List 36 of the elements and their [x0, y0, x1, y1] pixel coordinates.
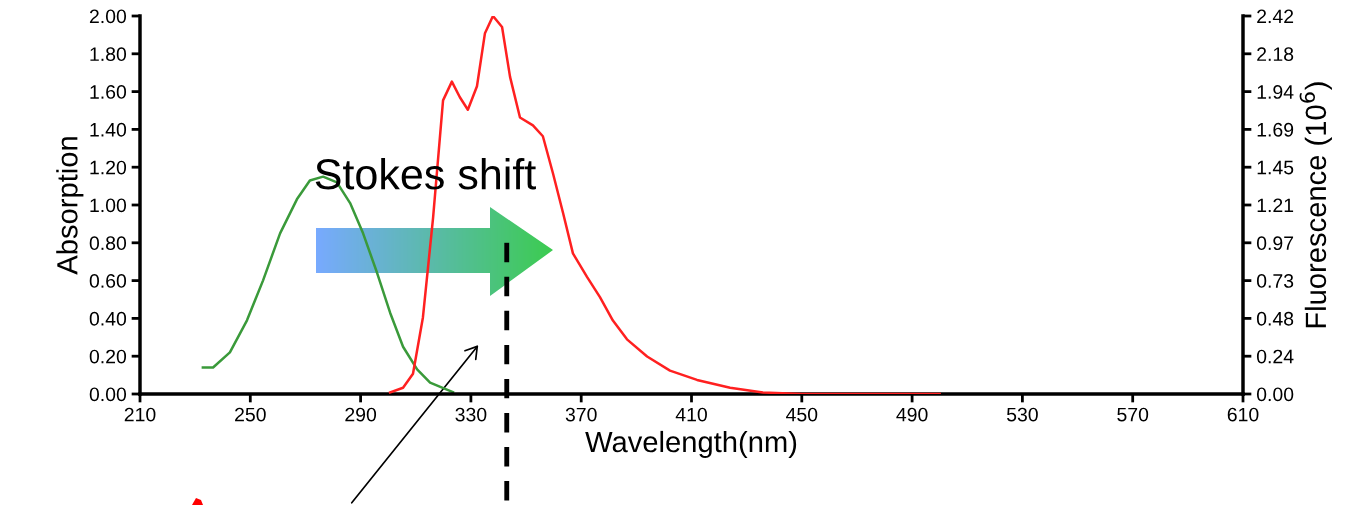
x-tick-label: 250 [235, 407, 266, 422]
x-tick-label: 330 [455, 407, 487, 422]
y2-tick-label: 1.45 [1257, 160, 1294, 175]
x-axis-title: Wavelength(nm) [585, 430, 797, 459]
y2-tick-label: 0.24 [1256, 349, 1294, 364]
x-tick-label: 450 [786, 407, 818, 422]
y2-tick-label: 1.69 [1257, 122, 1294, 137]
y-tick-label: 1.80 [90, 47, 127, 62]
y-tick-label: 1.00 [90, 198, 127, 213]
y2-tick-label: 0.48 [1256, 311, 1294, 326]
y-tick-label: 0.80 [89, 236, 127, 251]
y2-axis-title: Fluorescence (10$^{6}$) [1299, 82, 1332, 328]
x-tick-label: 490 [896, 407, 928, 422]
y-tick-label: 2.00 [89, 9, 127, 24]
y-tick-label: 0.20 [89, 349, 127, 364]
x-tick-label: 570 [1117, 407, 1149, 422]
y2-tick-label: 0.73 [1256, 274, 1294, 288]
y-tick-label: 0.40 [89, 311, 127, 326]
y2-tick-label: 0.97 [1256, 236, 1294, 251]
y2-tick-label: 1.94 [1257, 85, 1294, 99]
y-tick-label: 0.00 [89, 387, 127, 402]
x-tick-label: 290 [345, 407, 377, 422]
x-tick-label: 410 [675, 407, 707, 422]
y-axis-title: Absorption [56, 137, 84, 275]
y2-tick-label: 2.18 [1257, 47, 1294, 62]
x-tick-label: 370 [565, 407, 597, 422]
x-tick-label: 610 [1227, 407, 1259, 422]
x-tick-label: 530 [1006, 407, 1038, 422]
y-tick-label: 0.60 [89, 274, 127, 288]
y2-tick-label: 2.42 [1257, 9, 1294, 24]
y2-tick-label: 1.21 [1257, 198, 1294, 213]
y-tick-label: 1.20 [90, 160, 127, 175]
y-tick-label: 1.40 [90, 122, 127, 137]
x-tick-label: 210 [124, 407, 156, 422]
y2-tick-label: 0.00 [1256, 387, 1294, 402]
y-tick-label: 1.60 [90, 85, 127, 99]
